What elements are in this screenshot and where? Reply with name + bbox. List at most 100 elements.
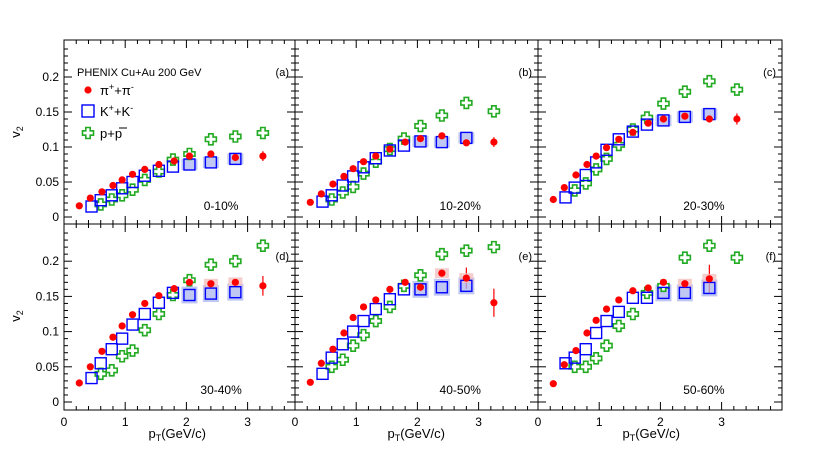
pion-marker	[306, 378, 314, 386]
proton-marker	[115, 349, 129, 363]
kaon-marker	[94, 357, 107, 370]
legend-label: π++π-	[100, 82, 134, 98]
proton-marker	[256, 239, 270, 253]
pion-marker	[207, 150, 215, 158]
pion-marker	[572, 171, 580, 179]
kaon-marker	[383, 293, 397, 306]
pion-marker	[185, 278, 194, 286]
pion-marker	[141, 299, 149, 308]
x-axis-title: pT(GeV/c)	[148, 426, 206, 443]
pion-marker	[681, 112, 689, 120]
pion-marker	[705, 275, 713, 283]
kaon-marker	[579, 343, 592, 356]
proton-marker	[600, 339, 613, 352]
proton-marker	[336, 353, 350, 367]
panel-label: (e)	[519, 251, 532, 263]
kaon-marker	[383, 144, 397, 157]
proton-marker	[568, 360, 582, 374]
kaon-marker	[183, 288, 196, 302]
pion-marker	[170, 285, 178, 293]
kaon-marker	[325, 189, 338, 202]
proton-marker	[152, 307, 166, 321]
kaon-marker	[626, 125, 640, 138]
proton-marker	[678, 85, 692, 98]
pion-marker	[462, 139, 470, 147]
proton-marker	[703, 239, 716, 253]
pion-marker	[615, 135, 623, 143]
proton-marker	[435, 247, 449, 261]
proton-marker	[383, 300, 397, 314]
kaon-marker	[640, 291, 654, 305]
experiment-label: PHENIX Cu+Au 200 GeV	[77, 67, 202, 79]
pion-marker	[386, 285, 394, 293]
proton-marker	[346, 180, 360, 194]
proton-marker	[414, 268, 427, 282]
pion-marker	[207, 280, 215, 288]
kaon-marker	[336, 179, 349, 192]
panel-e: 0 1 2 3 (e) 40-50%	[292, 223, 539, 429]
pion-marker	[109, 333, 117, 341]
kaon-marker	[703, 281, 716, 295]
proton-marker	[612, 319, 626, 333]
proton-marker	[589, 163, 603, 176]
kaon-marker	[204, 287, 218, 300]
pion-marker	[231, 153, 239, 162]
proton-marker	[414, 119, 427, 133]
y-tick-label: 0.05	[36, 175, 60, 189]
centrality-label: 50-60%	[683, 383, 725, 397]
pion-marker	[317, 190, 325, 198]
centrality-label: 10-20%	[440, 199, 482, 213]
kaon-marker	[229, 152, 242, 166]
kaon-systematic-box	[181, 286, 198, 304]
pion-marker	[644, 119, 652, 127]
pion-marker	[490, 138, 498, 146]
pion-marker	[317, 359, 325, 367]
kaon-marker	[138, 307, 151, 321]
legend-label: p+p	[100, 126, 122, 141]
kaon-marker	[316, 367, 329, 381]
pion-marker	[155, 292, 163, 300]
pion-marker	[359, 158, 368, 166]
panel-b: (b) 10-20%	[294, 39, 539, 225]
pion-marker	[259, 282, 267, 290]
proton-marker	[460, 96, 473, 110]
kaon-marker	[126, 318, 139, 331]
proton-marker	[204, 133, 218, 146]
x-tick-label: 2	[183, 415, 190, 429]
proton-marker	[229, 130, 242, 143]
proton-marker	[730, 251, 744, 264]
kaon-marker	[600, 314, 613, 328]
panel-f: 0 1 2 3 (f) 50-60%	[535, 223, 783, 429]
pion-marker	[401, 138, 409, 146]
centrality-label: 20-30%	[683, 199, 725, 213]
proton-marker	[579, 360, 593, 374]
proton-marker	[336, 186, 350, 199]
pion-marker	[75, 379, 83, 387]
kaon-marker	[640, 118, 654, 131]
pion-marker	[349, 313, 357, 322]
pion-marker	[86, 194, 94, 202]
proton-marker	[657, 97, 670, 110]
x-axis-title: pT(GeV/c)	[387, 426, 445, 443]
pion-marker	[602, 305, 611, 313]
pion-marker	[490, 299, 498, 307]
kaon-marker	[369, 302, 382, 316]
y-axis-title: v2	[8, 310, 25, 322]
kaon-systematic-box	[676, 284, 693, 302]
centrality-label: 30-40%	[200, 383, 242, 397]
panel-frame	[537, 223, 783, 411]
kaon-marker	[346, 325, 360, 338]
pion-marker	[560, 361, 568, 369]
panel-a: 0 0.05 0.1 0.15 0.2 (a) 0-10%	[36, 39, 296, 225]
pion-marker	[583, 329, 591, 337]
y-tick-label: 0.15	[36, 105, 60, 119]
kaon-marker	[105, 343, 118, 356]
proton-marker	[435, 109, 449, 122]
pion-marker	[86, 363, 94, 371]
kaon-marker	[657, 286, 670, 300]
panel-d: 0 0.05 0.1 0.15 0.2 0 1 2 3 (d) 30-40%	[36, 223, 296, 429]
pion-marker	[386, 145, 394, 153]
pion-marker	[583, 160, 591, 169]
proton-marker	[126, 183, 139, 196]
x-tick-label: 0	[535, 415, 542, 429]
